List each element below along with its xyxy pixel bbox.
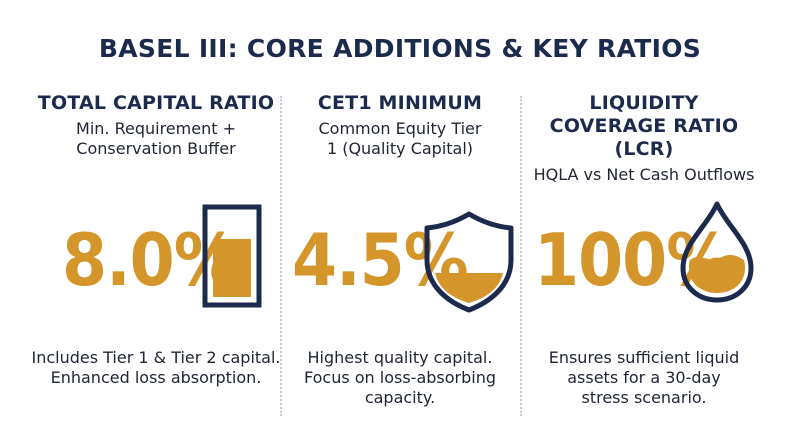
- column-cet1: CET1 MINIMUM Common Equity Tier 1 (Quali…: [274, 92, 526, 159]
- column-heading: CET1 MINIMUM: [317, 92, 483, 114]
- column-divider-1: [280, 96, 282, 416]
- column-subtitle: HQLA vs Net Cash Outflows: [533, 165, 755, 184]
- metric-cet1: 4.5%: [274, 211, 526, 313]
- column-description: Highest quality capital. Focus on loss-a…: [303, 348, 497, 407]
- capital-bar-icon: [202, 204, 262, 308]
- column-description: Ensures sufficient liquid assets for a 3…: [548, 348, 740, 407]
- metric-value: 4.5%: [292, 218, 469, 302]
- column-description: Includes Tier 1 & Tier 2 capital. Enhanc…: [31, 348, 281, 387]
- column-total-capital: TOTAL CAPITAL RATIO Min. Requirement + C…: [30, 92, 282, 159]
- page-title: BASEL III: CORE ADDITIONS & KEY RATIOS: [98, 34, 702, 63]
- column-divider-2: [520, 96, 522, 416]
- column-heading: LIQUIDITY COVERAGE RATIO (LCR): [549, 92, 739, 160]
- column-heading: TOTAL CAPITAL RATIO: [37, 92, 275, 114]
- metric-value: 8.0%: [62, 218, 239, 302]
- column-lcr: LIQUIDITY COVERAGE RATIO (LCR) HQLA vs N…: [518, 92, 770, 185]
- column-subtitle: Min. Requirement + Conservation Buffer: [76, 119, 236, 158]
- metric-lcr: 100%: [518, 201, 770, 303]
- liquid-drop-icon: [680, 201, 754, 303]
- column-subtitle: Common Equity Tier 1 (Quality Capital): [318, 119, 482, 158]
- metric-total-capital: 8.0%: [30, 204, 282, 308]
- shield-icon: [424, 211, 514, 313]
